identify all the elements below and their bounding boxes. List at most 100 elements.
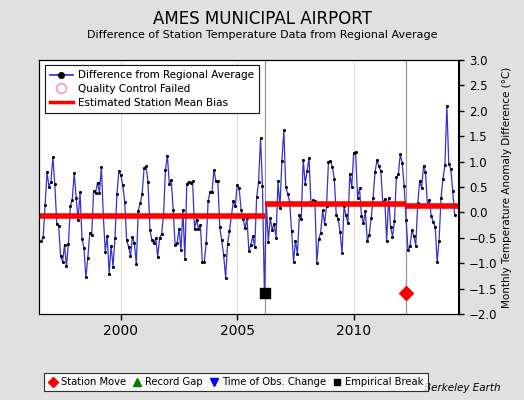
Point bbox=[190, 226, 199, 232]
Point bbox=[206, 188, 214, 195]
Point bbox=[319, 207, 327, 214]
Point bbox=[398, 160, 407, 166]
Point bbox=[47, 178, 55, 185]
Point bbox=[60, 242, 69, 248]
Point bbox=[121, 198, 129, 205]
Point bbox=[225, 228, 234, 234]
Point bbox=[95, 190, 104, 196]
Point bbox=[184, 178, 193, 185]
Point bbox=[70, 170, 79, 176]
Point bbox=[72, 194, 80, 201]
Point bbox=[340, 203, 348, 210]
Point bbox=[101, 249, 110, 255]
Point bbox=[291, 238, 300, 244]
Point bbox=[136, 200, 145, 206]
Point bbox=[173, 240, 181, 246]
Point bbox=[115, 168, 123, 174]
Point bbox=[385, 194, 393, 201]
Point bbox=[52, 220, 61, 227]
Point bbox=[239, 215, 247, 222]
Point bbox=[272, 234, 280, 241]
Point bbox=[357, 213, 366, 219]
Point bbox=[43, 169, 51, 176]
Point bbox=[140, 165, 148, 171]
Point bbox=[39, 234, 47, 240]
Point bbox=[82, 274, 90, 280]
Point bbox=[241, 225, 249, 232]
Point bbox=[307, 201, 315, 208]
Point bbox=[286, 199, 294, 205]
Y-axis label: Monthly Temperature Anomaly Difference (°C): Monthly Temperature Anomaly Difference (… bbox=[501, 66, 511, 308]
Point bbox=[359, 220, 367, 226]
Point bbox=[309, 197, 317, 203]
Point bbox=[177, 246, 185, 253]
Point bbox=[103, 232, 112, 239]
Point bbox=[138, 191, 146, 197]
Point bbox=[49, 154, 57, 160]
Point bbox=[446, 166, 455, 172]
Point bbox=[421, 169, 430, 176]
Point bbox=[410, 233, 418, 239]
Point bbox=[256, 135, 265, 141]
Point bbox=[194, 226, 203, 232]
Point bbox=[235, 185, 243, 192]
Point bbox=[406, 243, 414, 250]
Point bbox=[394, 171, 402, 178]
Point bbox=[328, 164, 336, 170]
Point bbox=[313, 260, 321, 266]
Point bbox=[200, 259, 209, 265]
Point bbox=[210, 166, 218, 173]
Point bbox=[377, 168, 385, 174]
Legend: Difference from Regional Average, Quality Control Failed, Estimated Station Mean: Difference from Regional Average, Qualit… bbox=[45, 65, 259, 113]
Point bbox=[330, 176, 339, 182]
Point bbox=[396, 151, 405, 157]
Point bbox=[231, 203, 239, 209]
Point bbox=[167, 177, 176, 184]
Point bbox=[128, 234, 137, 240]
Point bbox=[51, 181, 59, 188]
Point bbox=[444, 161, 453, 167]
Point bbox=[123, 237, 131, 243]
Point bbox=[274, 178, 282, 184]
Point bbox=[212, 178, 220, 184]
Point bbox=[254, 179, 263, 185]
Point bbox=[260, 290, 269, 296]
Point bbox=[105, 271, 113, 277]
Point bbox=[373, 157, 381, 163]
Point bbox=[208, 188, 216, 195]
Point bbox=[187, 180, 195, 186]
Point bbox=[425, 197, 433, 204]
Point bbox=[338, 250, 346, 257]
Point bbox=[134, 208, 143, 214]
Point bbox=[388, 234, 397, 240]
Point bbox=[326, 158, 335, 164]
Point bbox=[84, 255, 92, 261]
Point bbox=[154, 254, 162, 260]
Point bbox=[281, 184, 290, 190]
Point bbox=[380, 196, 389, 202]
Point bbox=[189, 178, 197, 185]
Point bbox=[165, 181, 173, 187]
Point bbox=[305, 154, 313, 161]
Point bbox=[365, 232, 374, 238]
Point bbox=[270, 221, 278, 227]
Point bbox=[149, 240, 158, 247]
Point bbox=[350, 150, 358, 156]
Point bbox=[268, 226, 276, 233]
Point bbox=[144, 178, 152, 185]
Point bbox=[88, 232, 96, 238]
Point bbox=[383, 238, 391, 244]
Point bbox=[85, 230, 94, 236]
Point bbox=[416, 178, 424, 184]
Point bbox=[118, 182, 127, 188]
Point bbox=[289, 259, 298, 265]
Point bbox=[99, 213, 107, 219]
Point bbox=[130, 240, 138, 247]
Point bbox=[344, 220, 352, 226]
Point bbox=[148, 237, 156, 243]
Point bbox=[243, 215, 251, 222]
Point bbox=[431, 224, 440, 230]
Point bbox=[156, 235, 164, 241]
Point bbox=[264, 238, 272, 245]
Point bbox=[400, 182, 408, 189]
